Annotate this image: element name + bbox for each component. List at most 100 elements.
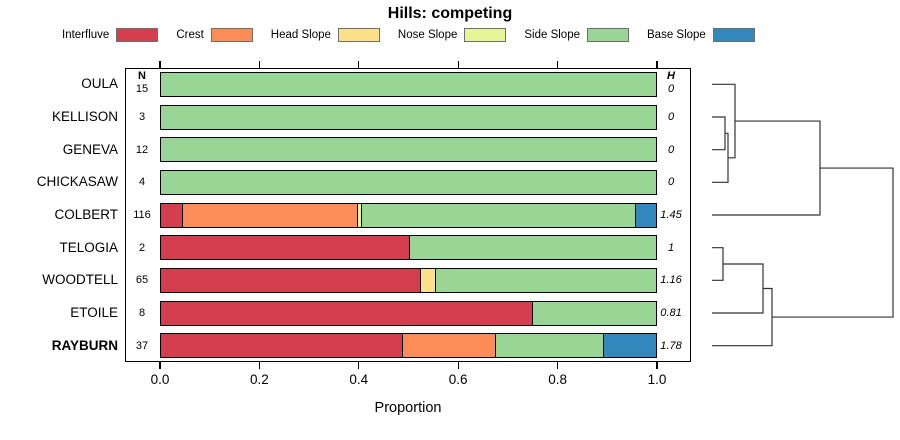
bar-oula [160, 71, 657, 97]
bar-kellison [160, 104, 657, 130]
count-cell: 116 [126, 209, 158, 222]
bar-etoile [160, 300, 657, 326]
count-value: 65 [135, 274, 149, 287]
count-cell: 3 [126, 111, 158, 124]
bar-geneva [160, 137, 657, 163]
x-axis-title: Proportion [374, 400, 442, 416]
x-axis-tick-top [457, 61, 459, 68]
x-axis-tick-bottom [258, 362, 261, 369]
legend-item-interfluve: Interfluve [62, 28, 159, 42]
legend-label: Side Slope [524, 29, 580, 41]
count-value: 15 [135, 83, 149, 96]
dendrogram-link [772, 167, 894, 318]
chart-title: Hills: competing [387, 5, 513, 22]
bar-segment-interfluve [161, 203, 183, 227]
entropy-cell: 0 [648, 111, 694, 124]
legend-swatch-icon [210, 28, 253, 42]
row-label-colbert: COLBERT [54, 207, 118, 222]
count-cell: 2 [126, 242, 158, 255]
x-axis-tick-label: 0.4 [349, 372, 369, 387]
entropy-value: 0 [667, 83, 675, 96]
bar-telogia [160, 235, 657, 261]
legend-swatch-icon [337, 28, 380, 42]
count-value: 12 [135, 143, 149, 156]
entropy-cell: 0 [648, 144, 694, 157]
x-axis-tick-label: 0.2 [250, 372, 269, 387]
bar-segment-base-slope [634, 203, 656, 227]
count-value: 4 [138, 176, 146, 189]
bar-segment-side-slope [161, 72, 656, 96]
bar-segment-side-slope [161, 170, 656, 194]
x-axis-tick-bottom [358, 362, 360, 369]
x-axis-tick-label: 0.6 [448, 372, 468, 387]
bar-segment-side-slope [408, 236, 656, 260]
dendrogram-link [712, 263, 764, 314]
dendrogram-link [712, 116, 726, 151]
x-axis-tick-bottom [159, 362, 161, 369]
bar-segment-interfluve [161, 268, 420, 292]
count-cell: 4 [126, 176, 158, 189]
count-cell: 12 [126, 144, 158, 157]
bar-colbert [160, 202, 657, 228]
entropy-value: 1 [667, 241, 675, 254]
count-value: 116 [133, 209, 151, 221]
count-cell: 37 [126, 340, 158, 353]
row-label-woodtell: WOODTELL [42, 272, 118, 288]
x-axis-tick-bottom [457, 362, 459, 369]
bar-segment-side-slope [161, 105, 656, 129]
count-value: 37 [135, 339, 149, 352]
entropy-cell: 1.45 [648, 209, 694, 222]
dendrogram-link [712, 83, 736, 159]
row-label-chickasaw: CHICKASAW [36, 174, 118, 190]
plot-area-border [125, 68, 691, 362]
legend-swatch-icon [464, 28, 507, 42]
bar-woodtell [160, 267, 657, 293]
bar-segment-side-slope [361, 203, 635, 227]
row-label-telogia: TELOGIA [59, 239, 118, 255]
entropy-value: 0 [667, 111, 675, 123]
legend-swatch-icon [712, 28, 755, 42]
entropy-value: 0.81 [660, 307, 682, 319]
legend-label: Head Slope [270, 29, 331, 41]
x-axis-tick-label: 0.8 [548, 372, 567, 387]
count-value: 3 [138, 111, 146, 123]
bar-rayburn [160, 333, 657, 359]
bar-segment-crest [401, 334, 496, 358]
legend-label: Interfluve [62, 29, 110, 41]
legend-item-crest: Crest [176, 28, 253, 42]
bar-segment-base-slope [602, 334, 656, 358]
legend-label: Crest [176, 29, 204, 41]
entropy-value: 0 [667, 143, 675, 156]
legend-label: Base Slope [647, 29, 706, 41]
row-label-rayburn: RAYBURN [51, 337, 118, 353]
bar-segment-interfluve [161, 334, 402, 358]
dendrogram-link [712, 132, 729, 183]
count-column-header: N [138, 70, 146, 83]
x-axis-tick-top [656, 61, 658, 68]
x-axis-tick-top [557, 61, 559, 68]
count-value: 8 [138, 307, 146, 319]
legend-item-base-slope: Base Slope [647, 28, 755, 42]
legend: Interfluve Crest Head Slope Nose Slope Side … [62, 28, 755, 42]
dendrogram-link [712, 120, 821, 216]
x-axis-tick-bottom [557, 362, 559, 369]
legend-label: Nose Slope [397, 29, 458, 41]
entropy-value: 1.16 [660, 274, 682, 287]
x-axis-tick-top [258, 61, 261, 68]
bar-chickasaw [160, 169, 657, 195]
legend-item-head-slope: Head Slope [271, 28, 380, 42]
count-cell: 65 [126, 274, 158, 287]
x-axis-tick-top [358, 61, 360, 68]
bar-segment-side-slope [435, 268, 656, 292]
bar-segment-crest [182, 203, 358, 227]
x-axis-tick-label: 1.0 [647, 372, 667, 387]
entropy-cell: 0.81 [648, 307, 694, 320]
entropy-cell: 1.16 [648, 274, 694, 287]
entropy-cell: 1 [648, 242, 694, 255]
legend-swatch-icon [116, 28, 159, 42]
bar-segment-side-slope [495, 334, 603, 358]
entropy-value: 1.78 [660, 339, 682, 352]
entropy-value: 1.45 [660, 209, 682, 221]
